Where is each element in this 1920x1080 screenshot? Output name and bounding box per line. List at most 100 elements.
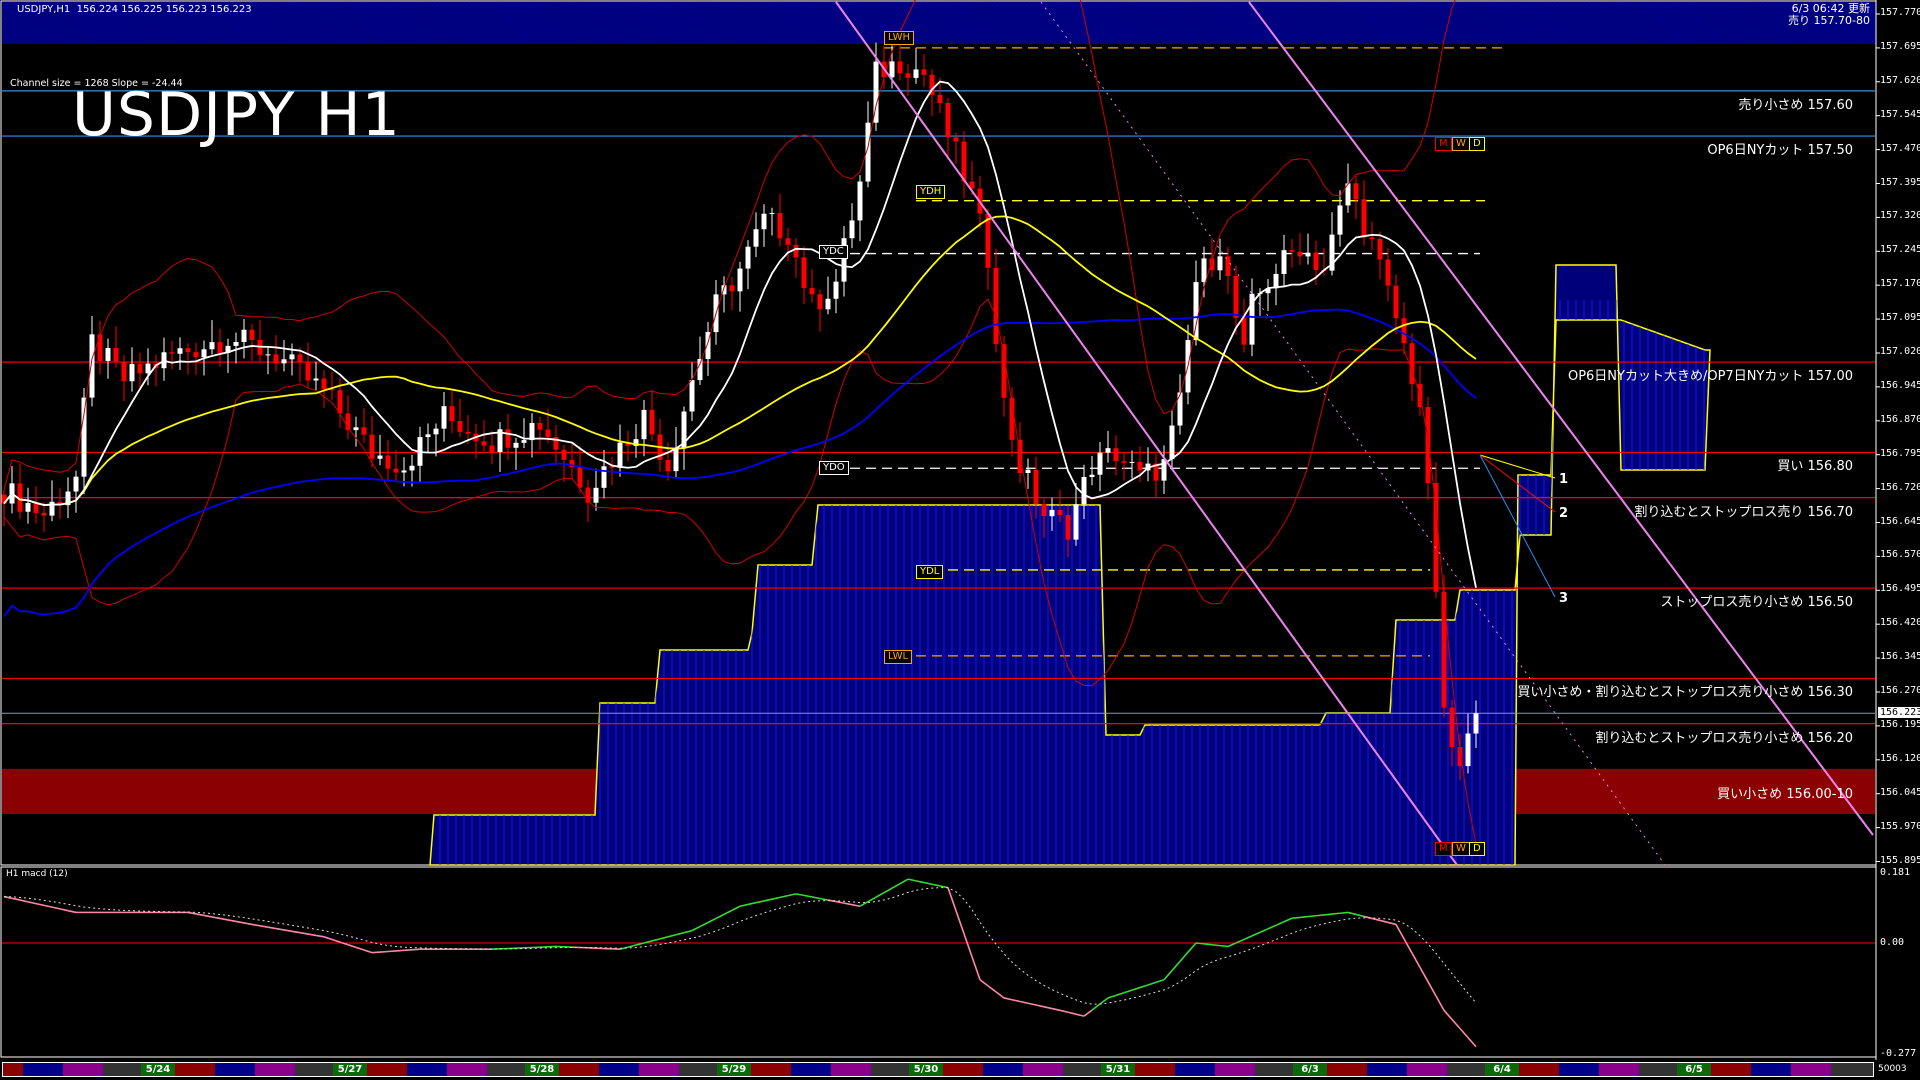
macd-main-segment [1179, 951, 1189, 962]
macd-main-segment [1355, 913, 1365, 918]
session-segment [599, 1063, 639, 1076]
candle [393, 468, 399, 473]
session-segment [871, 1063, 919, 1076]
candle [1097, 452, 1103, 475]
candle [265, 354, 271, 356]
candle [49, 501, 55, 516]
macd-main-segment [355, 946, 365, 951]
macd-main-segment [619, 946, 629, 950]
macd-main-segment [1339, 911, 1349, 915]
macd-main-segment [963, 933, 973, 958]
macd-main-segment [899, 878, 909, 885]
candle [137, 364, 143, 374]
candle [593, 487, 599, 503]
price-axis-label: 156.945 [1880, 379, 1920, 391]
macd-main-segment [627, 944, 637, 948]
candle [929, 74, 935, 95]
macd-axis-min: -0.277 [1880, 1048, 1917, 1059]
candle [665, 459, 671, 472]
candle [329, 389, 335, 391]
macd-main-segment [1419, 966, 1429, 983]
session-segment [1023, 1063, 1063, 1076]
candle [841, 238, 847, 282]
candle [1121, 461, 1127, 463]
session-segment [447, 1063, 487, 1076]
candle [65, 491, 71, 506]
bollinger-upper [3, 0, 1456, 491]
weekly-marker-top: W [1452, 137, 1470, 151]
candle [433, 428, 439, 435]
date-label: 6/3 [1293, 1063, 1327, 1076]
price-axis-label: 156.420 [1880, 617, 1920, 629]
candle [1153, 463, 1159, 481]
candle [81, 397, 87, 477]
macd-main-segment [371, 951, 381, 954]
macd-axis-zero: 0.00 [1880, 937, 1905, 948]
projection-line-2 [1479, 454, 1556, 513]
macd-main-segment [195, 913, 205, 917]
monthly-marker-bottom: M [1435, 842, 1452, 856]
candle [1065, 515, 1071, 540]
candle [201, 349, 207, 358]
candle [481, 441, 487, 446]
session-segment [1255, 1063, 1303, 1076]
candle [241, 329, 247, 342]
candle [1297, 251, 1303, 257]
session-segment [255, 1063, 295, 1076]
macd-main-segment [859, 901, 869, 907]
candle [625, 442, 631, 446]
macd-main-segment [1027, 1002, 1037, 1006]
macd-main-segment [707, 917, 717, 924]
channel-midline [1040, 1, 1666, 866]
macd-main-segment [691, 925, 701, 932]
candle [921, 69, 927, 75]
candle [1273, 273, 1279, 289]
channel-info: Channel size = 1268 Slope = -24.44 [10, 78, 183, 89]
macd-main-segment [907, 878, 917, 882]
price-axis-label: 157.095 [1880, 312, 1920, 324]
candle [833, 281, 839, 299]
macd-main-segment [995, 991, 1005, 999]
candle [129, 364, 135, 382]
macd-main-segment [411, 948, 421, 951]
candle [577, 467, 583, 488]
macd-main-segment [931, 883, 941, 887]
candle [1025, 469, 1031, 473]
macd-main-segment [275, 927, 285, 931]
candle [617, 442, 623, 468]
chart-title: USDJPY H1 [72, 80, 401, 150]
macd-panel-border [0, 866, 1877, 1058]
candle [849, 220, 855, 239]
candle [1249, 293, 1255, 345]
candle [1209, 258, 1215, 271]
macd-main-segment [1003, 997, 1013, 1001]
candle [777, 213, 783, 239]
session-segment [1639, 1063, 1687, 1076]
candle [537, 422, 543, 430]
candle [913, 69, 919, 78]
session-segment [1559, 1063, 1599, 1076]
macd-main-segment [787, 893, 797, 897]
candle [337, 390, 343, 414]
candle [817, 294, 823, 310]
date-label: 5/24 [141, 1063, 175, 1076]
ydl-marker: YDL [916, 565, 944, 579]
candle [905, 73, 911, 78]
macd-main-segment [803, 894, 813, 898]
price-axis-label: 157.770 [1880, 7, 1920, 18]
level-label: 割り込むとストップロス売り小さめ 156.20 [1595, 730, 1853, 746]
macd-main-segment [971, 956, 981, 981]
price-axis-label: 157.545 [1880, 108, 1920, 120]
candle [465, 431, 471, 434]
footer-value: 50003 [1878, 1064, 1907, 1074]
symbol-info: USDJPY,H1 156.224 156.225 156.223 156.22… [17, 4, 252, 15]
candle [89, 334, 95, 398]
macd-main-segment [339, 941, 349, 946]
macd-main-segment [755, 900, 765, 904]
candle [1281, 250, 1287, 274]
banner-sell-label: 売り 157.70-80 [1788, 14, 1870, 27]
macd-main-segment [1187, 942, 1197, 953]
session-segment [791, 1063, 831, 1076]
